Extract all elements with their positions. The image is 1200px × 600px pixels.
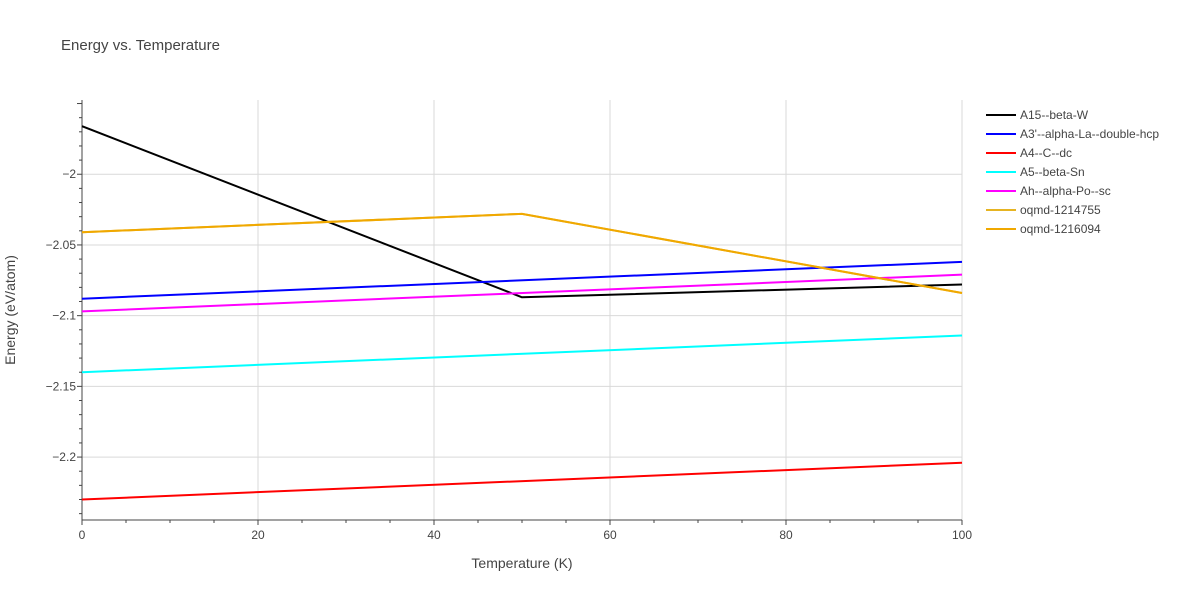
x-tick-label: 100 bbox=[952, 528, 972, 542]
y-tick-label: −2.05 bbox=[46, 238, 77, 252]
legend-item[interactable]: A4--C--dc bbox=[986, 146, 1072, 160]
legend-label: A3'--alpha-La--double-hcp bbox=[1020, 127, 1159, 141]
tick-labels: 0 20 40 60 80 100 −2.2 −2.15 −2.1 −2.05 −2 bbox=[46, 167, 973, 542]
grid bbox=[81, 100, 963, 520]
y-tick-label: −2.15 bbox=[46, 379, 77, 393]
legend-item[interactable]: oqmd-1214755 bbox=[986, 203, 1101, 217]
x-tick-label: 0 bbox=[79, 528, 86, 542]
axes bbox=[77, 100, 963, 525]
series-line-a5-beta-sn bbox=[81, 334, 963, 374]
x-tick-label: 80 bbox=[779, 528, 793, 542]
legend-item[interactable]: A3'--alpha-La--double-hcp bbox=[986, 127, 1159, 141]
legend-item[interactable]: oqmd-1216094 bbox=[986, 222, 1101, 236]
series-line-oqmd-1216094 bbox=[81, 212, 963, 295]
x-axis-title: Temperature (K) bbox=[471, 555, 572, 571]
series-lines bbox=[81, 125, 963, 501]
legend-label: oqmd-1214755 bbox=[1020, 203, 1101, 217]
x-tick-label: 20 bbox=[251, 528, 265, 542]
series-line-a3-alpha-la-double-hcp bbox=[81, 260, 963, 300]
legend-item[interactable]: Ah--alpha-Po--sc bbox=[986, 184, 1111, 198]
legend-item[interactable]: A5--beta-Sn bbox=[986, 165, 1085, 179]
legend-label: A15--beta-W bbox=[1020, 108, 1089, 122]
y-tick-label: −2.1 bbox=[52, 309, 76, 323]
x-tick-label: 40 bbox=[427, 528, 441, 542]
series-line-a15-beta-w bbox=[81, 125, 963, 299]
series-line-a4-c-dc bbox=[81, 461, 963, 501]
chart-title: Energy vs. Temperature bbox=[61, 37, 220, 54]
series-line-ah-alpha-po-sc bbox=[81, 273, 963, 313]
legend-label: oqmd-1216094 bbox=[1020, 222, 1101, 236]
y-tick-label: −2 bbox=[62, 167, 76, 181]
legend-label: A5--beta-Sn bbox=[1020, 165, 1085, 179]
legend: A15--beta-W A3'--alpha-La--double-hcp A4--… bbox=[986, 108, 1159, 236]
x-tick-label: 60 bbox=[603, 528, 617, 542]
legend-item[interactable]: A15--beta-W bbox=[986, 108, 1089, 122]
legend-label: A4--C--dc bbox=[1020, 146, 1072, 160]
legend-label: Ah--alpha-Po--sc bbox=[1020, 184, 1111, 198]
y-axis-title: Energy (eV/atom) bbox=[2, 255, 18, 365]
y-tick-label: −2.2 bbox=[52, 450, 76, 464]
